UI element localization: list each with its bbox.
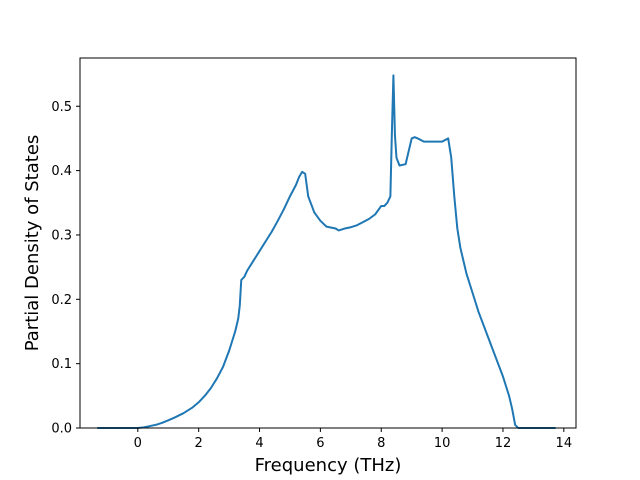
x-tick-label: 2 — [195, 436, 203, 451]
x-tick-label: 10 — [434, 436, 451, 451]
y-tick-label: 0.0 — [51, 422, 72, 437]
x-tick-label: 14 — [556, 436, 573, 451]
y-tick-label: 0.2 — [51, 293, 72, 308]
plot-area: 0 2 4 6 8 10 12 14 0.0 0.1 0.2 0.3 0.4 0.5 — [51, 57, 577, 451]
y-tick-label: 0.3 — [51, 228, 72, 243]
x-axis-label: Frequency (THz) — [255, 455, 402, 476]
axes-frame — [79, 57, 577, 429]
y-tick-label: 0.4 — [51, 164, 72, 179]
series-line-0 — [97, 74, 556, 429]
x-tick-label: 6 — [316, 436, 324, 451]
y-axis-label: Partial Density of States — [22, 135, 43, 352]
x-tick-label: 8 — [377, 436, 385, 451]
y-tick-label: 0.5 — [51, 100, 72, 115]
x-tick-label: 12 — [495, 436, 512, 451]
y-tick-label: 0.1 — [51, 357, 72, 372]
x-tick-label: 4 — [255, 436, 263, 451]
x-tick-label: 0 — [134, 436, 142, 451]
